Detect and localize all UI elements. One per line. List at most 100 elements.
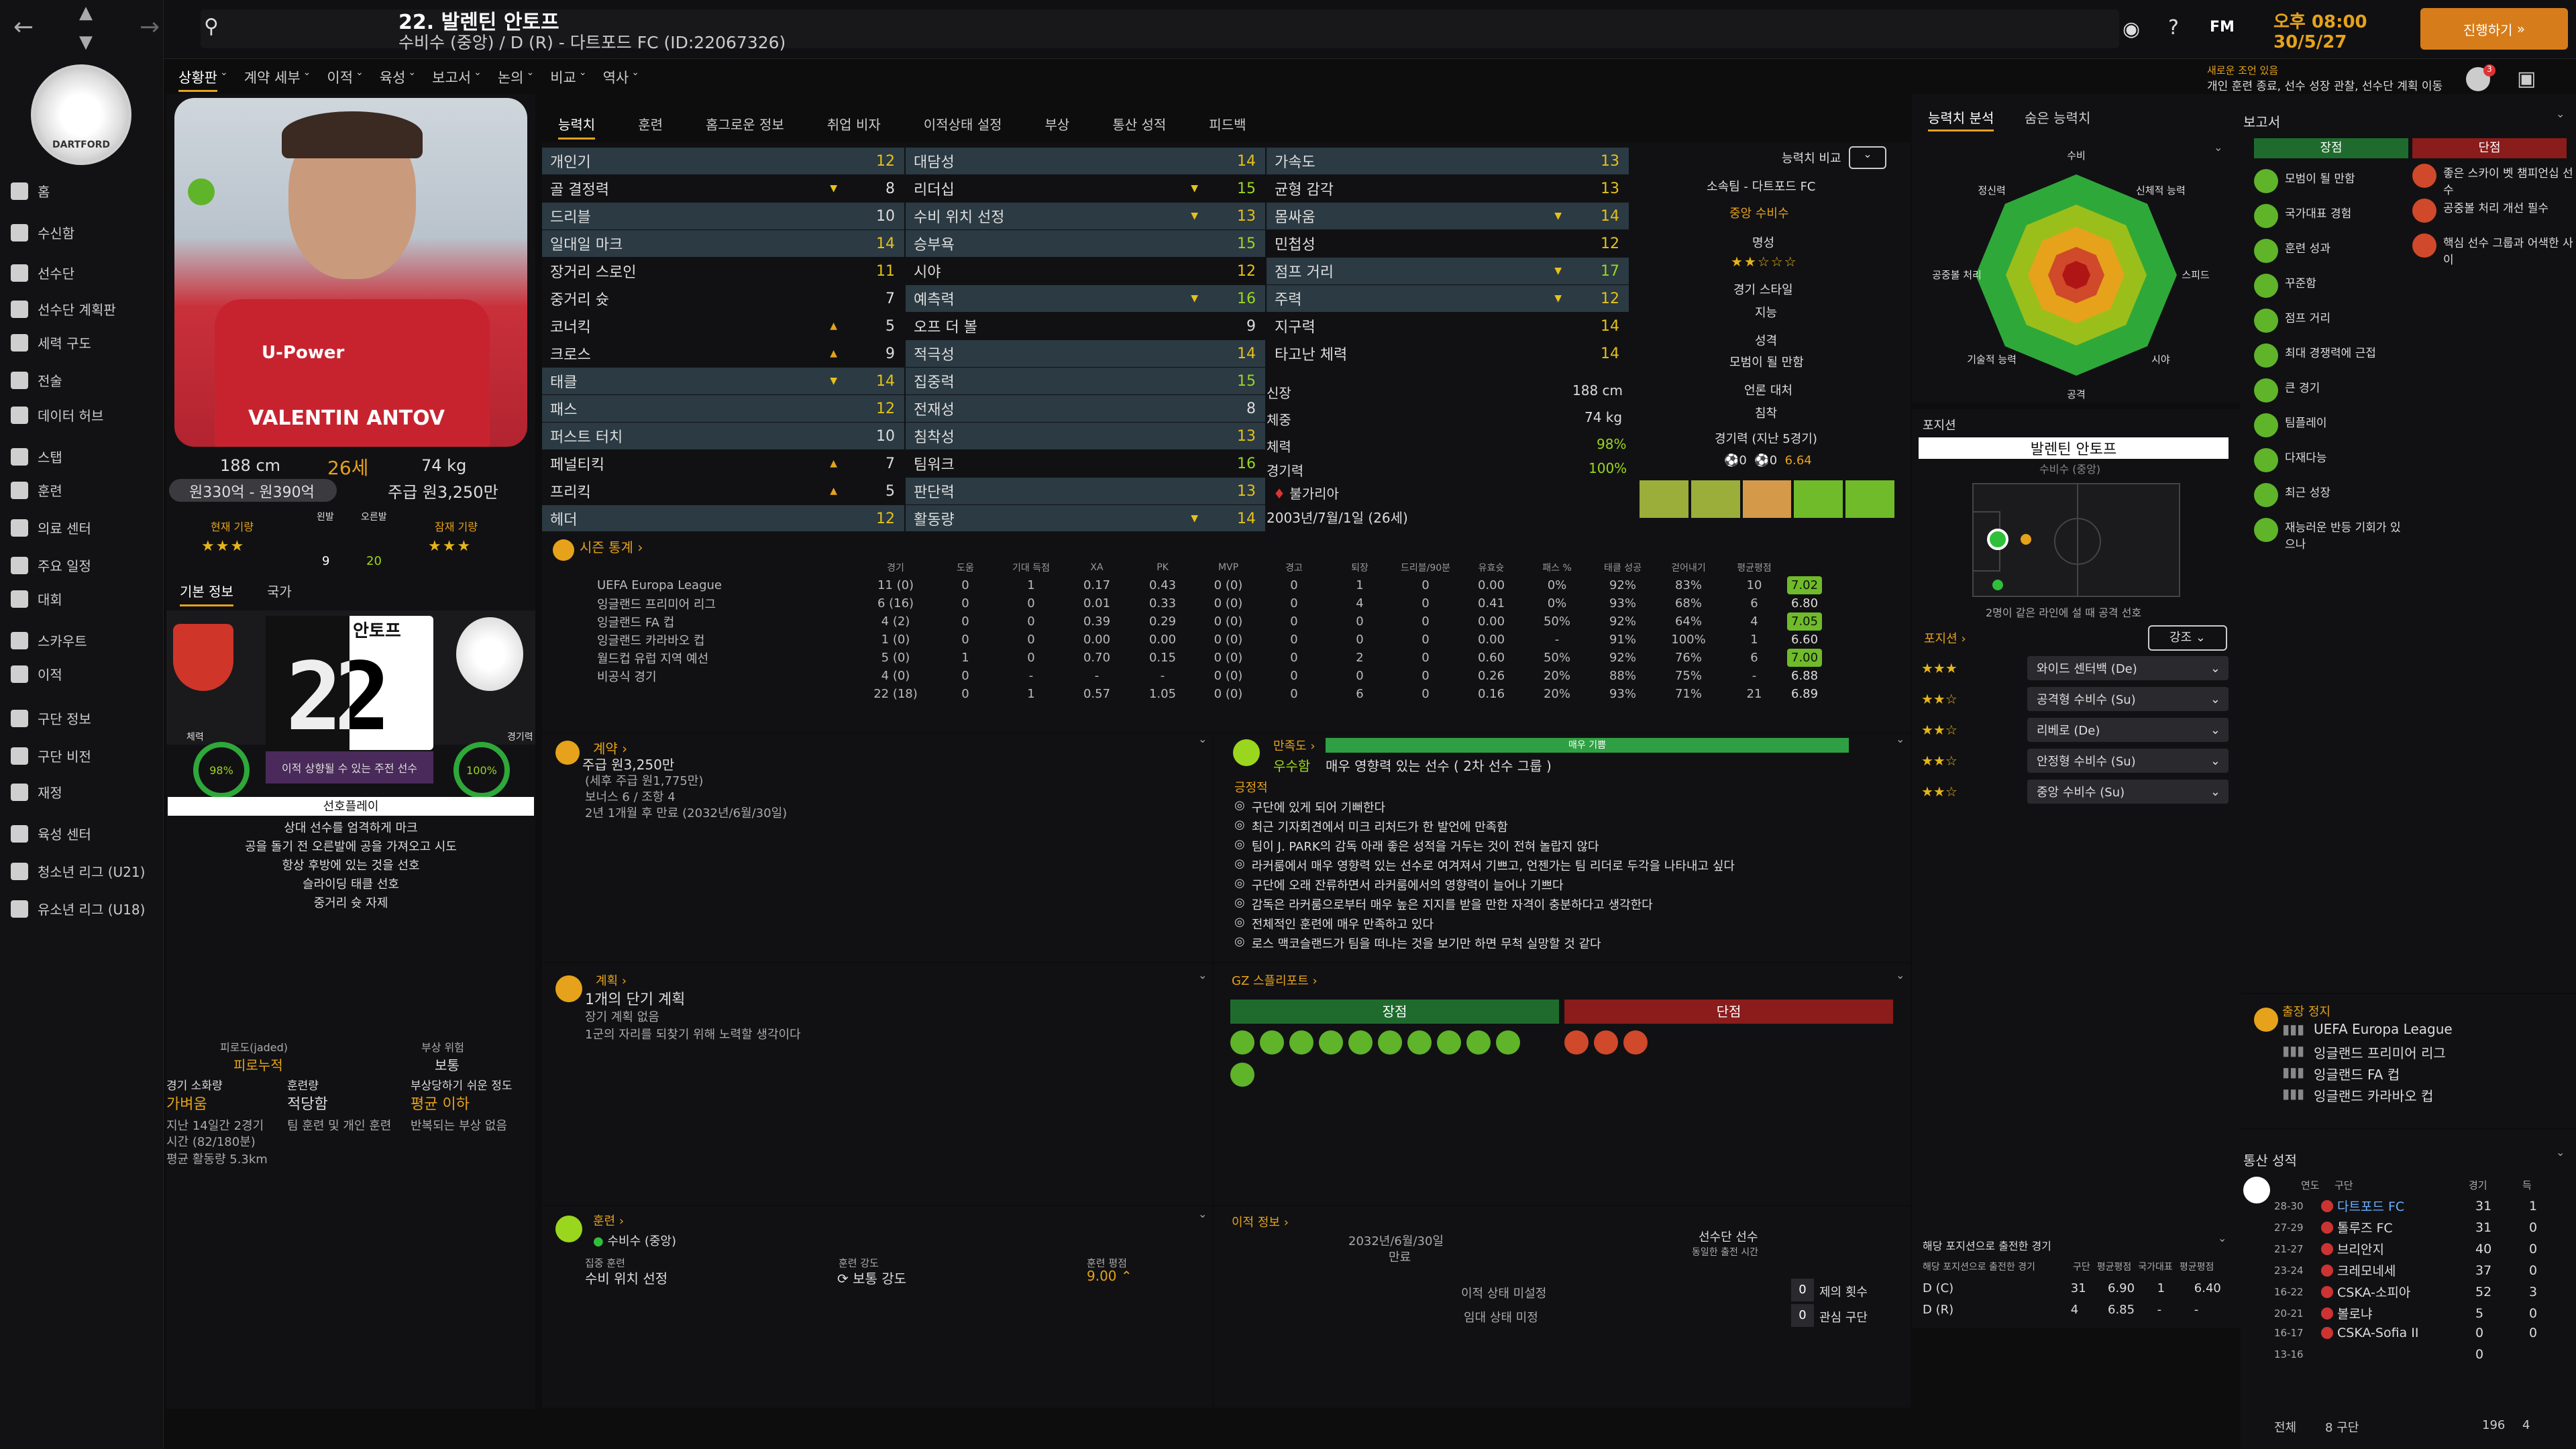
sidebar-item[interactable]: 유소년 리그 (U18) (11, 899, 145, 918)
attribute-row[interactable]: 가속도 13 (1267, 148, 1629, 174)
table-header-cell[interactable]: 기대 득점 (1012, 562, 1050, 574)
report-pro[interactable]: 꾸준함 (2254, 274, 2408, 298)
attribute-row[interactable]: 프리킥 ▲ 5 (542, 478, 904, 504)
trait-icon[interactable] (1289, 1030, 1313, 1055)
help-icon[interactable]: ? (2168, 16, 2179, 40)
collapse-icon[interactable]: ⌄ (1198, 733, 1208, 745)
role-row[interactable]: ★★☆ 공격형 수비수 (Su) ⌄ (1921, 686, 2229, 712)
table-row[interactable]: 비공식 경기 4 (0) 0 - - - 0 (0) 0 0 0 0.26 20% 88% 75% - 6.8… (577, 667, 1822, 685)
attribute-row[interactable]: 태클 ▼ 14 (542, 368, 904, 394)
collapse-icon[interactable]: ⌄ (1896, 733, 1905, 745)
career-row[interactable]: 21-27 브리안지 40 0 (2274, 1240, 2569, 1258)
subnav-item[interactable]: 보고서 (432, 70, 472, 86)
down-icon[interactable]: ▼ (79, 32, 93, 52)
attribute-row[interactable]: 균형 감각 13 (1267, 175, 1629, 202)
career-row[interactable]: 13-16 0 (2274, 1347, 2569, 1362)
trait-icon[interactable] (1594, 1030, 1618, 1055)
attribute-row[interactable]: 민첩성 12 (1267, 230, 1629, 257)
sidebar-item[interactable]: 육성 센터 (11, 824, 91, 843)
subnav-item[interactable]: 비교 (550, 70, 576, 86)
continue-button[interactable]: 진행하기 » (2420, 8, 2568, 50)
club-badge-icon[interactable] (456, 617, 523, 691)
tab-attribute-analysis[interactable]: 능력치 분석 (1928, 107, 1994, 131)
compare-dropdown[interactable]: ⌄ (1849, 146, 1886, 169)
training-title[interactable]: 훈련 › (593, 1214, 625, 1228)
profile-tab[interactable]: 통산 성적 (1112, 117, 1167, 133)
sidebar-item[interactable]: 재정 (11, 782, 62, 802)
table-row[interactable]: 잉글랜드 FA 컵 4 (2) 0 0 0.39 0.29 0 (0) 0 0 0 0.00 50% 9… (577, 612, 1823, 631)
role-select[interactable]: 공격형 수비수 (Su) ⌄ (2027, 687, 2229, 711)
report-pro[interactable]: 국가대표 경험 (2254, 204, 2408, 228)
attribute-row[interactable]: 집중력 15 (906, 368, 1265, 394)
collapse-icon[interactable]: ⌄ (2218, 1232, 2227, 1244)
report-pro[interactable]: 점프 거리 (2254, 309, 2408, 333)
loan-status[interactable]: 임대 상태 미정 (1464, 1311, 1538, 1325)
table-header-cell[interactable]: 유효슛 (1478, 562, 1505, 574)
table-header-cell[interactable]: 드리블/90분 (1400, 562, 1451, 574)
trait-icon[interactable] (1378, 1030, 1402, 1055)
report-pro[interactable]: 재능러운 반등 기회가 있으나 (2254, 518, 2408, 551)
profile-tab[interactable]: 이적상태 설정 (923, 117, 1002, 133)
attribute-row[interactable]: 팀워크 16 (906, 450, 1265, 477)
career-row[interactable]: 20-21 볼로냐 5 0 (2274, 1304, 2569, 1322)
profile-tab[interactable]: 피드백 (1209, 117, 1246, 133)
subnav-item[interactable]: 육성 (379, 70, 406, 86)
profile-tab[interactable]: 부상 (1044, 117, 1070, 133)
profile-tab[interactable]: 취업 비자 (826, 117, 881, 133)
trait-icon[interactable] (1407, 1030, 1432, 1055)
trait-icon[interactable] (1466, 1030, 1491, 1055)
attribute-row[interactable]: 수비 위치 선정 ▼ 13 (906, 203, 1265, 229)
attribute-row[interactable]: 주력 ▼ 12 (1267, 285, 1629, 312)
attribute-row[interactable]: 침착성 13 (906, 423, 1265, 449)
collapse-icon[interactable]: ⌄ (2214, 141, 2223, 154)
pos-exp-row[interactable]: D (R) 4 6.85 - - (1923, 1303, 2231, 1317)
club-crest[interactable]: DARTFORD (31, 64, 131, 165)
contract-title[interactable]: 계약 › (593, 741, 628, 757)
position-marker[interactable] (1992, 580, 2003, 590)
tab-nation[interactable]: 국가 (267, 584, 292, 600)
attribute-row[interactable]: 중거리 슛 7 (542, 285, 904, 312)
report-pro[interactable]: 최근 성장 (2254, 483, 2408, 507)
table-header-cell[interactable]: 경기 (887, 562, 904, 574)
table-header-cell[interactable]: MVP (1218, 561, 1239, 573)
status-badge[interactable] (188, 178, 215, 205)
sidebar-item[interactable]: 홈 (11, 181, 50, 201)
attribute-row[interactable]: 활동량 ▼ 14 (906, 505, 1265, 532)
table-row[interactable]: UEFA Europa League 11 (0) 0 1 0.17 0.43 0 (0) 0… (577, 576, 1823, 594)
transfer-status[interactable]: 이적 상태 미설정 (1461, 1287, 1547, 1301)
attribute-row[interactable]: 골 결정력 ▼ 8 (542, 175, 904, 202)
career-row[interactable]: 27-29 톨루즈 FC 31 0 (2274, 1218, 2569, 1236)
report-pro[interactable]: 훈련 성과 (2254, 239, 2408, 263)
attribute-row[interactable]: 코너킥 ▲ 5 (542, 313, 904, 339)
roles-title[interactable]: 포지션 › (1924, 632, 1966, 646)
player-value[interactable]: 원330억 - 원390억 (169, 479, 337, 502)
position-marker[interactable] (1987, 529, 2008, 550)
profile-tab[interactable]: 홈그로운 정보 (706, 117, 784, 133)
profile-tab[interactable]: 훈련 (638, 117, 663, 133)
attribute-row[interactable]: 크로스 ▲ 9 (542, 340, 904, 367)
career-row[interactable]: 23-24 크레모네세 37 0 (2274, 1261, 2569, 1279)
table-header-cell[interactable]: 경고 (1285, 562, 1303, 574)
table-header-cell[interactable]: 도움 (957, 562, 974, 574)
sidebar-item[interactable]: 전술 (11, 370, 62, 390)
trait-icon[interactable] (1230, 1030, 1254, 1055)
trait-icon[interactable] (1319, 1030, 1343, 1055)
tab-basic-info[interactable]: 기본 정보 (180, 581, 233, 606)
news-text[interactable]: 개인 훈련 종료, 선수 성장 관찰, 선수단 계획 이동 (2207, 80, 2443, 93)
trait-icon[interactable] (1348, 1030, 1373, 1055)
table-row[interactable]: 잉글랜드 카라바오 컵 1 (0) 0 0 0.00 0.00 0 (0) 0 0 0 0.00 - 9… (577, 631, 1822, 649)
pos-exp-row[interactable]: D (C) 31 6.90 1 6.40 (1923, 1281, 2231, 1295)
sidebar-item[interactable]: 세력 구도 (11, 333, 91, 352)
world-icon[interactable]: ◉ (2123, 17, 2141, 41)
attribute-row[interactable]: 패스 12 (542, 395, 904, 422)
attribute-row[interactable]: 개인기 12 (542, 148, 904, 174)
table-header-cell[interactable]: XA (1090, 561, 1104, 573)
report-pro[interactable]: 팀플레이 (2254, 413, 2408, 437)
role-select[interactable]: 안정형 수비수 (Su) ⌄ (2027, 749, 2229, 773)
tab-hidden-attributes[interactable]: 숨은 능력치 (2025, 110, 2091, 126)
attribute-row[interactable]: 적극성 14 (906, 340, 1265, 367)
trait-icon[interactable] (1260, 1030, 1284, 1055)
report-pro[interactable]: 모범이 될 만함 (2254, 169, 2408, 193)
attribute-row[interactable]: 페널티킥 ▲ 7 (542, 450, 904, 477)
table-row[interactable]: 잉글랜드 프리미어 리그 6 (16) 0 0 0.01 0.33 0 (0) 0 4 0 0.41… (577, 594, 1822, 612)
